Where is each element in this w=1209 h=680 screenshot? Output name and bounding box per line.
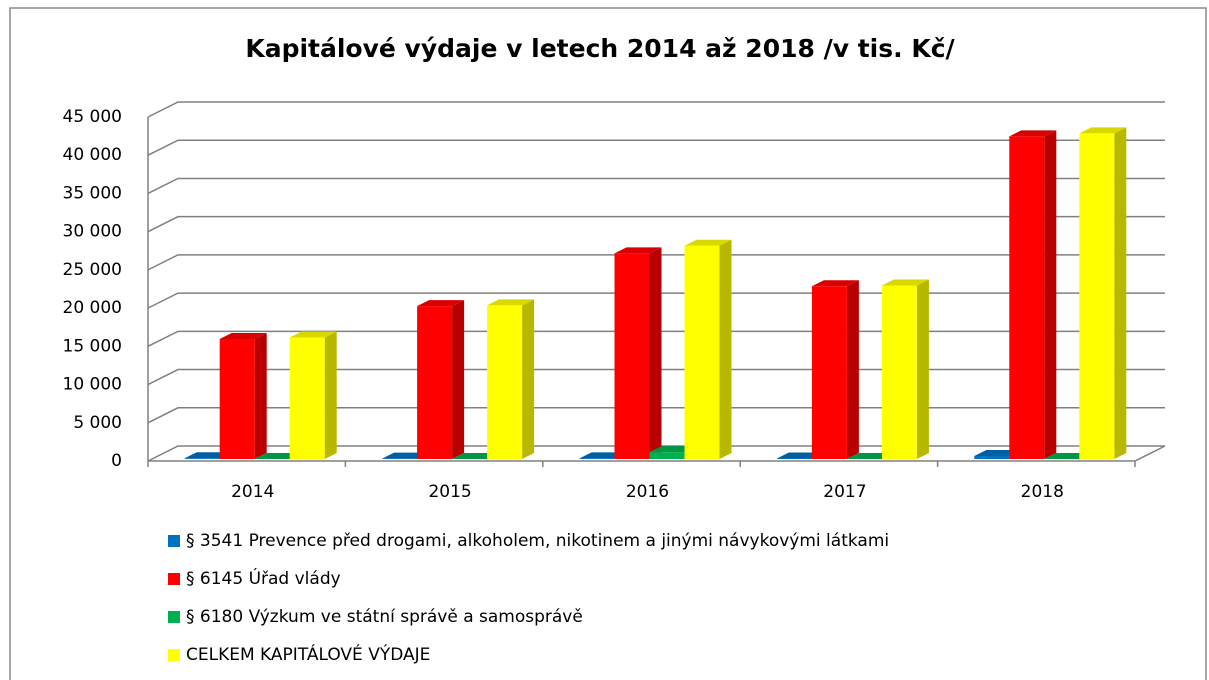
bar-top [684,239,732,246]
legend-swatch [168,611,180,623]
bar-front [184,458,220,459]
y-tick-label: 25 000 [63,260,122,280]
bar-top [881,279,929,286]
bar-side [452,300,465,459]
bar-top [289,331,337,338]
bar-side [324,331,337,459]
y-tick-label: 40 000 [63,145,122,165]
legend-swatch [168,535,180,547]
grid-line [147,177,1165,195]
bar [487,299,535,459]
x-tick-label: 2017 [823,482,866,502]
bar-front [289,337,325,459]
legend-label: § 3541 Prevence před drogami, alkoholem,… [186,531,889,551]
bar-front [881,285,917,459]
legend-label: CELKEM KAPITÁLOVÉ VÝDAJE [186,643,430,665]
bar [1079,127,1127,459]
bar [614,247,662,459]
bar-top [614,247,662,254]
y-tick-label: 35 000 [63,183,122,203]
bar-side [1044,130,1057,459]
bar-top [811,280,859,287]
bar-front [1079,133,1115,459]
legend-label: § 6180 Výzkum ve státní správě a samospr… [186,607,583,627]
bar-top [1079,127,1127,134]
bar-side [1114,127,1127,459]
bar-front [684,245,720,459]
bar-front [649,452,685,459]
grid-line [147,139,1165,156]
x-tick-label: 2018 [1021,482,1064,502]
bar [219,332,267,459]
bar-side [649,247,662,459]
grid-line [147,101,1165,118]
bar-front [1009,136,1045,459]
bar-top [417,300,465,307]
chart-title: Kapitálové výdaje v letech 2014 až 2018 … [245,34,955,63]
bar-front [579,458,615,459]
y-tick-label: 0 [111,451,122,471]
y-tick-label: 20 000 [63,298,122,318]
bar-front [811,286,847,459]
bar [417,300,465,459]
y-tick-label: 45 000 [63,107,122,127]
bar-side [719,239,732,459]
legend-swatch [168,649,180,661]
bar [289,331,337,459]
bar [881,279,929,459]
bar-front [614,253,650,459]
bar-front [417,306,453,459]
bar [684,239,732,459]
bar-front [487,305,523,459]
bar-top [487,299,535,306]
y-tick-label: 30 000 [63,222,122,242]
bar-top [219,332,267,339]
y-tick-label: 10 000 [63,375,122,395]
legend-label: § 6145 Úřad vlády [186,567,341,589]
bar-side [916,279,929,459]
x-tick-label: 2015 [428,482,471,502]
grid-line [147,254,1165,271]
bar-front [974,455,1010,459]
grid-line [147,215,1165,233]
chart-frame [9,7,1207,680]
legend-swatch [168,573,180,585]
bar-side [846,280,859,459]
y-tick-label: 5 000 [73,413,122,433]
bar [811,280,859,459]
x-tick-label: 2014 [231,482,274,502]
bar-top [1009,130,1057,137]
y-tick-label: 15 000 [63,336,122,356]
bar-side [254,332,267,459]
bar [1009,130,1057,459]
bar-front [219,338,255,459]
x-tick-label: 2016 [626,482,669,502]
bar-side [522,299,535,459]
